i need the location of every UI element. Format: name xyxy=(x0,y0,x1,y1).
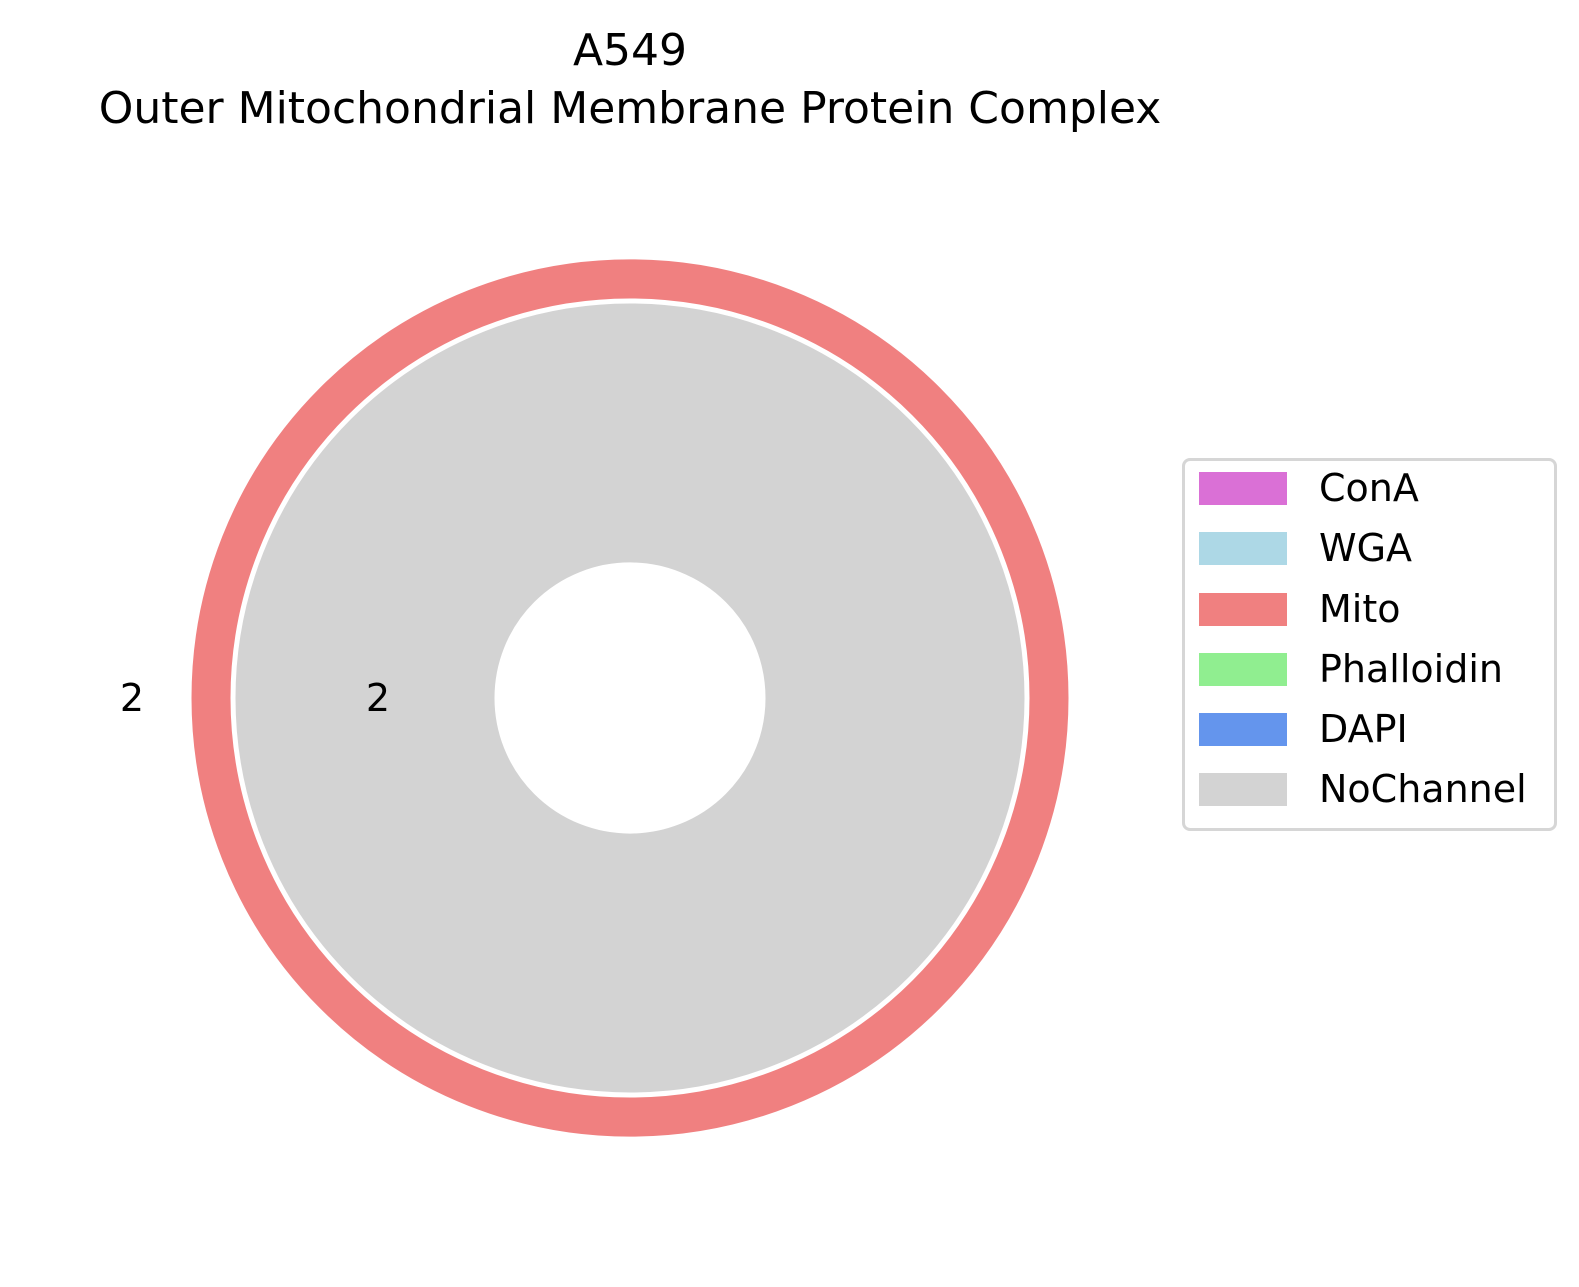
inner-ring-label-nochannel: 2 xyxy=(366,676,390,720)
legend-swatch-phalloidin xyxy=(1199,652,1287,686)
inner-ring-slice-nochannel xyxy=(232,300,1028,1096)
legend-item-nochannel: NoChannel xyxy=(1199,767,1527,811)
chart-title-line-1: A549 xyxy=(572,25,688,76)
outer-ring-label-mito: 2 xyxy=(120,676,144,720)
legend-item-phalloidin: Phalloidin xyxy=(1199,647,1503,691)
chart-title-line-2: Outer Mitochondrial Membrane Protein Com… xyxy=(98,83,1162,134)
legend-label-cona: ConA xyxy=(1319,466,1419,510)
legend-item-cona: ConA xyxy=(1199,466,1419,510)
legend-swatch-nochannel xyxy=(1199,772,1287,806)
legend: ConA WGA Mito Phalloidin DAPI NoChannel xyxy=(1182,458,1557,831)
legend-item-dapi: DAPI xyxy=(1199,707,1408,751)
legend-swatch-mito xyxy=(1199,592,1287,626)
legend-label-mito: Mito xyxy=(1319,587,1401,631)
legend-swatch-wga xyxy=(1199,531,1287,565)
legend-swatch-cona xyxy=(1199,471,1287,505)
legend-swatch-dapi xyxy=(1199,712,1287,746)
outer-ring-slice-mito xyxy=(188,256,1072,1140)
legend-item-wga: WGA xyxy=(1199,526,1412,570)
legend-label-wga: WGA xyxy=(1319,526,1413,570)
donut-rings xyxy=(188,256,1072,1140)
legend-item-mito: Mito xyxy=(1199,587,1401,631)
legend-label-phalloidin: Phalloidin xyxy=(1319,647,1503,691)
chart-title: A549 Outer Mitochondrial Membrane Protei… xyxy=(0,22,1260,138)
legend-label-nochannel: NoChannel xyxy=(1319,767,1527,811)
legend-label-dapi: DAPI xyxy=(1319,707,1408,751)
